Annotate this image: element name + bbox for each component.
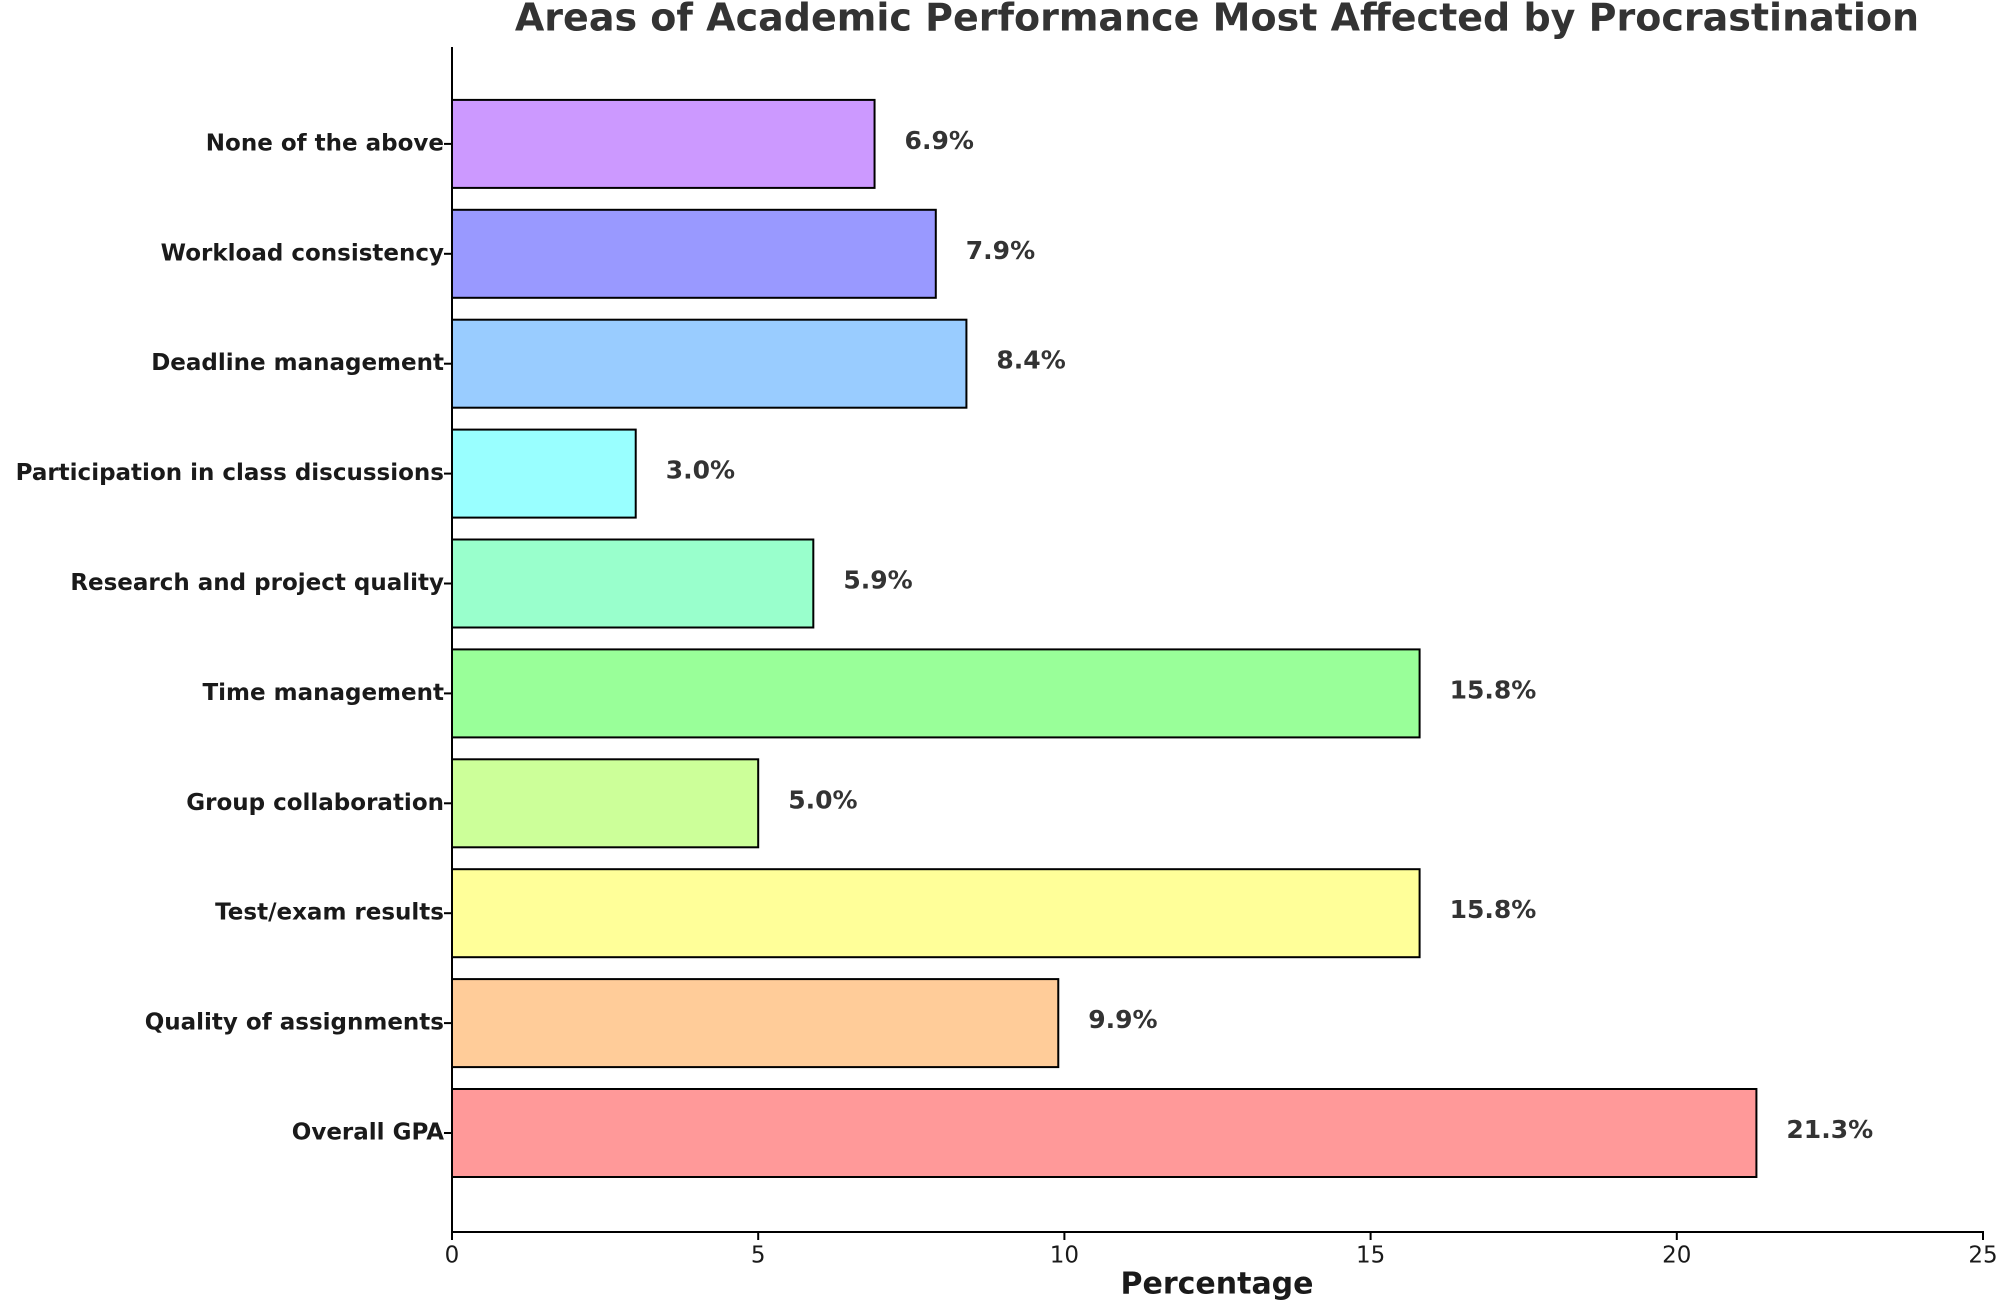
bar (451, 98, 876, 189)
y-tick-label: Research and project quality (70, 570, 444, 596)
value-label: 5.0% (788, 785, 857, 814)
bar (451, 208, 937, 299)
x-tick-label: 10 (1050, 1243, 1079, 1269)
value-label: 6.9% (905, 126, 974, 155)
y-tick-label: Time management (202, 680, 444, 706)
value-label: 15.8% (1450, 895, 1537, 924)
bar (451, 538, 815, 629)
y-tick-label: Quality of assignments (145, 1010, 444, 1036)
y-tick-label: Participation in class discussions (16, 460, 444, 486)
bar (451, 758, 760, 849)
bar (451, 648, 1421, 739)
value-label: 21.3% (1786, 1115, 1873, 1144)
chart-title: Areas of Academic Performance Most Affec… (515, 0, 1919, 40)
y-tick-label: Group collaboration (186, 790, 444, 816)
x-axis-label: Percentage (1120, 1267, 1313, 1302)
bar (451, 318, 968, 409)
x-tick-label: 25 (1968, 1243, 1997, 1269)
bar (451, 978, 1060, 1069)
value-label: 7.9% (966, 236, 1035, 265)
x-tick-label: 15 (1356, 1243, 1385, 1269)
x-tick-label: 20 (1662, 1243, 1691, 1269)
bar (451, 868, 1421, 959)
value-label: 8.4% (996, 346, 1065, 375)
value-label: 9.9% (1088, 1005, 1157, 1034)
y-tick-label: Workload consistency (161, 240, 444, 266)
value-label: 5.9% (843, 566, 912, 595)
y-tick-label: Test/exam results (215, 900, 444, 926)
y-tick-label: Deadline management (151, 350, 444, 376)
value-label: 3.0% (666, 456, 735, 485)
y-tick-label: None of the above (206, 130, 444, 156)
x-tick-label: 5 (751, 1243, 766, 1269)
value-label: 15.8% (1450, 675, 1537, 704)
bar (451, 428, 637, 519)
x-tick-label: 0 (445, 1243, 460, 1269)
bar (451, 1088, 1758, 1178)
y-tick-label: Overall GPA (292, 1120, 444, 1146)
